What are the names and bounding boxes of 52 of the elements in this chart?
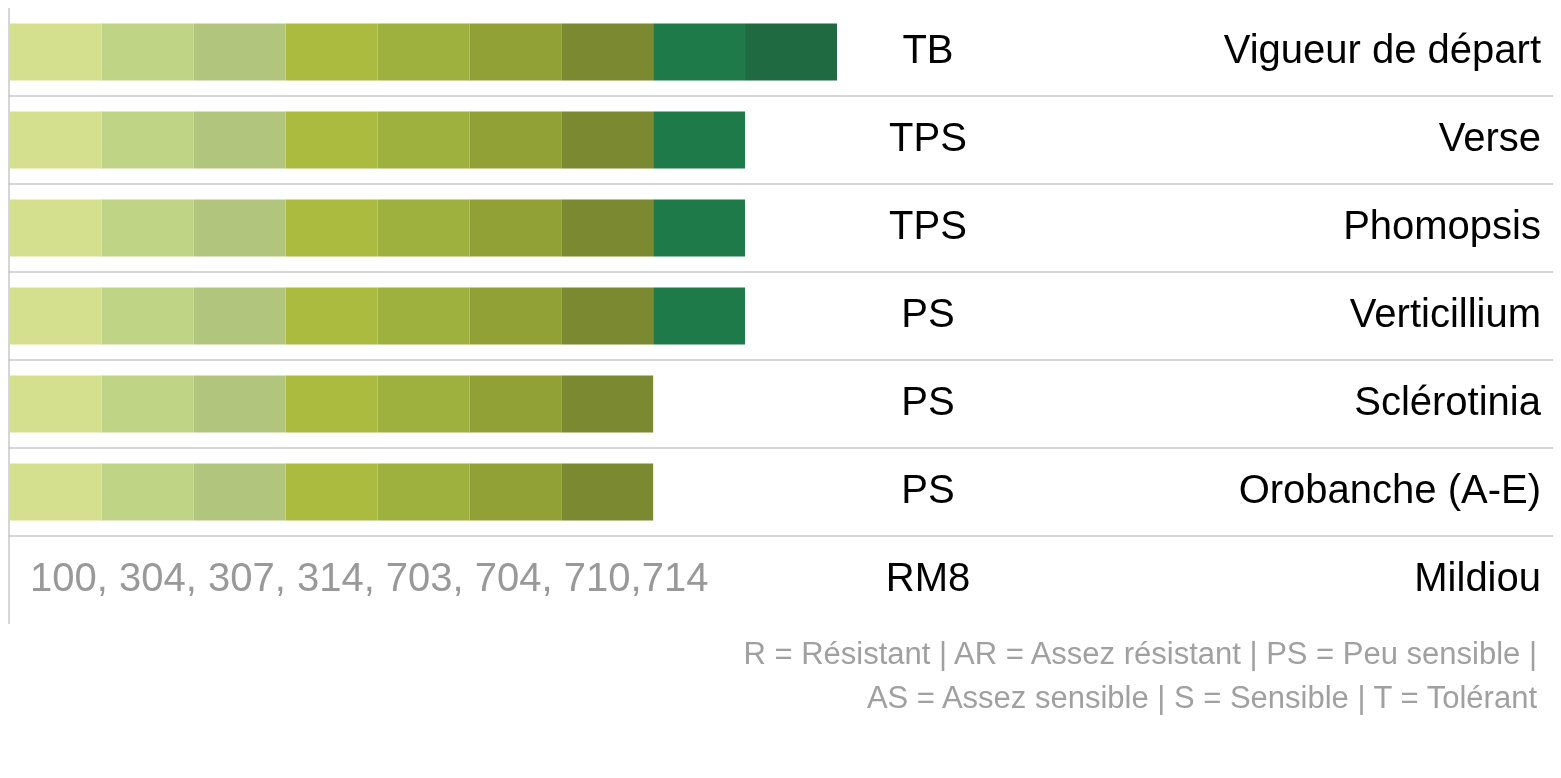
bar <box>561 287 654 345</box>
bar <box>653 199 746 257</box>
text: TPS <box>889 203 967 248</box>
bar <box>193 199 286 257</box>
bar <box>561 23 654 81</box>
bar <box>561 199 654 257</box>
bar <box>10 111 102 169</box>
bar <box>193 287 286 345</box>
bar <box>561 111 654 169</box>
bar <box>469 23 562 81</box>
text: PS <box>901 467 955 512</box>
bar <box>10 375 102 433</box>
bar <box>10 199 102 257</box>
bar <box>653 23 746 81</box>
text: PS <box>901 379 955 424</box>
text: R = Résistant | AR = Assez résistant | PS = Peu sensible | <box>742 635 1537 673</box>
bar <box>101 111 194 169</box>
text: TPS <box>889 115 967 160</box>
y-tick-label: Mildiou <box>1414 555 1541 600</box>
bar <box>193 463 286 521</box>
text: TB <box>902 27 954 72</box>
bar <box>469 199 562 257</box>
text: RM8 <box>885 555 971 600</box>
text: PS <box>901 291 955 336</box>
text: AS = Assez sensible | S = Sensible | T = Tolérant <box>865 679 1537 717</box>
bar <box>653 111 746 169</box>
bar <box>10 287 102 345</box>
bar <box>193 111 286 169</box>
bar <box>101 199 194 257</box>
y-tick-label: Vigueur de départ <box>1223 27 1541 72</box>
bar <box>653 287 746 345</box>
bar <box>469 111 562 169</box>
y-tick-label: Sclérotinia <box>1354 379 1542 424</box>
bar <box>469 375 562 433</box>
bar <box>193 375 286 433</box>
bar <box>101 463 194 521</box>
bar <box>10 23 102 81</box>
bar <box>469 287 562 345</box>
y-tick-label: Orobanche (A-E) <box>1238 467 1541 512</box>
annotation: 100, 304, 307, 314, 703, 704, 710,714 <box>30 555 709 600</box>
bar <box>101 287 194 345</box>
y-tick-label: Verse <box>1438 115 1541 160</box>
bar <box>10 463 102 521</box>
bar <box>561 375 654 433</box>
y-tick-label: Phomopsis <box>1343 203 1541 248</box>
y-tick-label: Verticillium <box>1349 291 1541 336</box>
bar <box>193 23 286 81</box>
bar <box>101 23 194 81</box>
bar <box>561 463 654 521</box>
bar <box>745 23 837 81</box>
bar <box>469 463 562 521</box>
bar <box>101 375 194 433</box>
